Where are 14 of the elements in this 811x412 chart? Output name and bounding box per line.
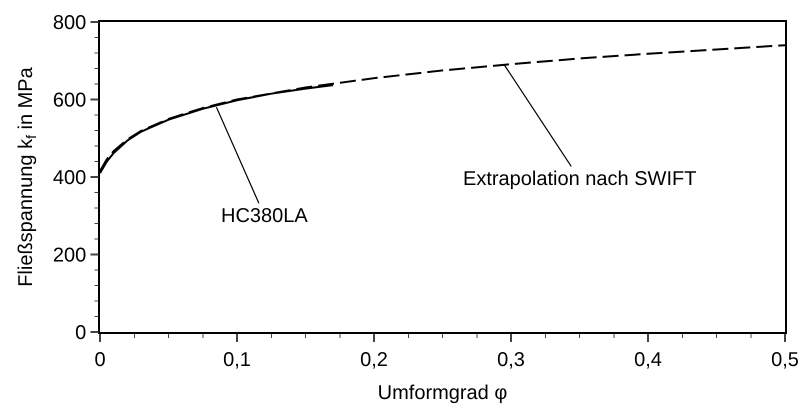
y-tick-label: 600 xyxy=(52,90,86,112)
y-tick-label: 200 xyxy=(52,244,86,266)
y-tick-label: 800 xyxy=(52,12,86,34)
x-tick-label: 0 xyxy=(94,348,106,371)
annotation: HC380LA xyxy=(221,205,308,227)
x-tick-label: 0,4 xyxy=(634,348,662,371)
x-axis-title: Umformgrad φ xyxy=(378,382,508,404)
y-tick-label: 0 xyxy=(75,322,86,344)
x-tick-label: 0,3 xyxy=(497,348,525,371)
y-tick-label: 400 xyxy=(52,167,86,189)
x-tick-label: 0,2 xyxy=(360,348,388,371)
x-tick-label: 0,1 xyxy=(223,348,251,371)
x-tick-label: 0,5 xyxy=(771,348,799,371)
annotation: Extrapolation nach SWIFT xyxy=(463,168,696,190)
